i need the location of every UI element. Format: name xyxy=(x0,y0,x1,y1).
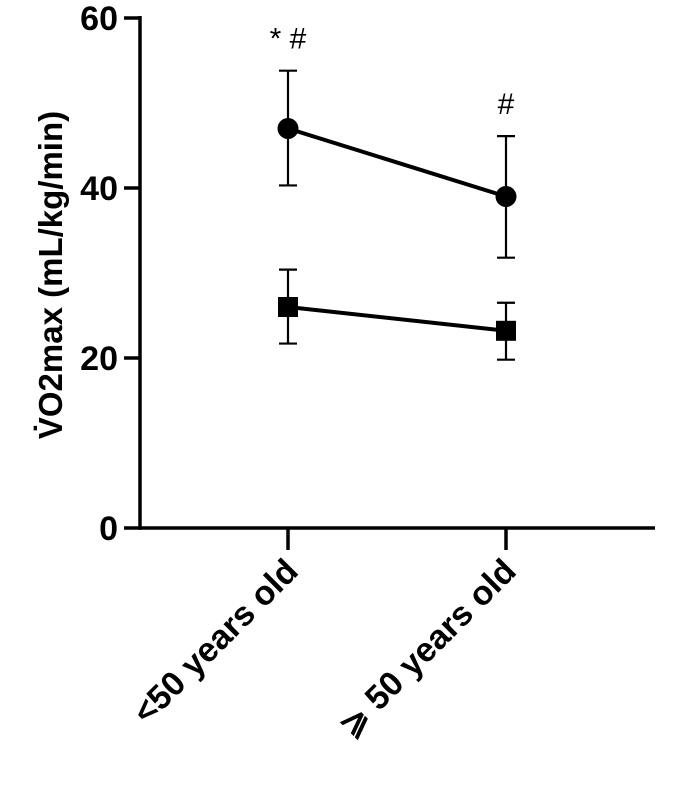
x-tick-label: ⩾ 50 years old xyxy=(331,552,524,745)
plot-area: 0 20 40 60 <50 years old ⩾ 50 years old * # # xyxy=(80,0,655,744)
y-axis-label: V̇O2max (mL/kg/min) xyxy=(32,111,69,439)
y-tick-label: 60 xyxy=(80,0,118,38)
data-point-circle xyxy=(277,118,299,139)
y-tick-label: 20 xyxy=(80,340,118,378)
y-tick-label: 0 xyxy=(99,510,118,548)
y-tick-label: 40 xyxy=(80,170,118,208)
data-point-square xyxy=(496,320,516,341)
x-tick-label: <50 years old xyxy=(126,552,306,732)
series-line xyxy=(287,126,507,199)
data-point-circle xyxy=(495,186,517,207)
data-point-square xyxy=(278,297,298,317)
significance-annotation: * # xyxy=(270,23,307,56)
significance-annotation: # xyxy=(498,88,515,121)
series-line xyxy=(287,305,507,333)
